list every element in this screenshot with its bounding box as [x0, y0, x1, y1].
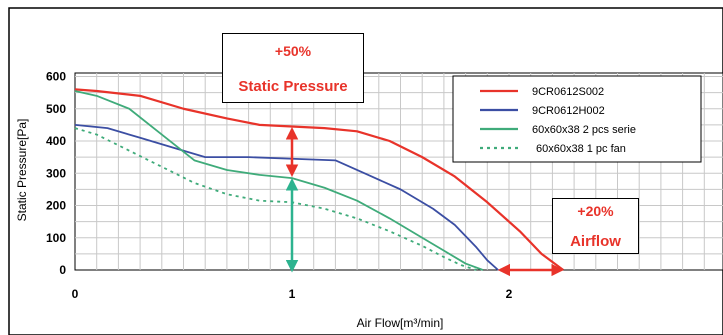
- y-tick-label: 400: [46, 134, 66, 148]
- pressure-callout-percent: +50%: [274, 43, 312, 59]
- x-axis-label: Air Flow[m³/min]: [357, 316, 444, 330]
- legend-label: 60x60x38 2 pcs serie: [532, 124, 636, 136]
- airflow-callout-label: Airflow: [570, 233, 621, 250]
- legend: 9CR0612S002 9CR0612H002 60x60x38 2 pcs ser…: [452, 75, 702, 163]
- static-pressure-callout: +50% Static Pressure: [222, 33, 364, 103]
- y-tick-label: 500: [46, 102, 66, 116]
- airflow-callout: +20% Airflow: [552, 198, 639, 254]
- x-tick-label: 1: [289, 287, 296, 301]
- pressure-callout-label: Static Pressure: [238, 78, 348, 95]
- legend-label: 9CR0612H002: [532, 105, 605, 117]
- y-tick-label: 100: [46, 231, 66, 245]
- y-tick-label: 300: [46, 166, 66, 180]
- legend-label: 60x60x38 1 pc fan: [536, 143, 626, 155]
- series-line: [74, 123, 499, 271]
- series-line: [74, 88, 564, 271]
- airflow-callout-percent: +20%: [577, 203, 614, 219]
- x-tick-label: 0: [72, 287, 79, 301]
- x-tick-label: 2: [506, 287, 513, 301]
- legend-label: 9CR0612S002: [532, 86, 604, 98]
- y-tick-label: 200: [46, 199, 66, 213]
- y-tick-label: 0: [59, 263, 66, 277]
- y-tick-label: 600: [46, 70, 66, 84]
- arrows: [285, 126, 564, 277]
- y-axis-label: Static Pressure[Pa]: [15, 119, 29, 222]
